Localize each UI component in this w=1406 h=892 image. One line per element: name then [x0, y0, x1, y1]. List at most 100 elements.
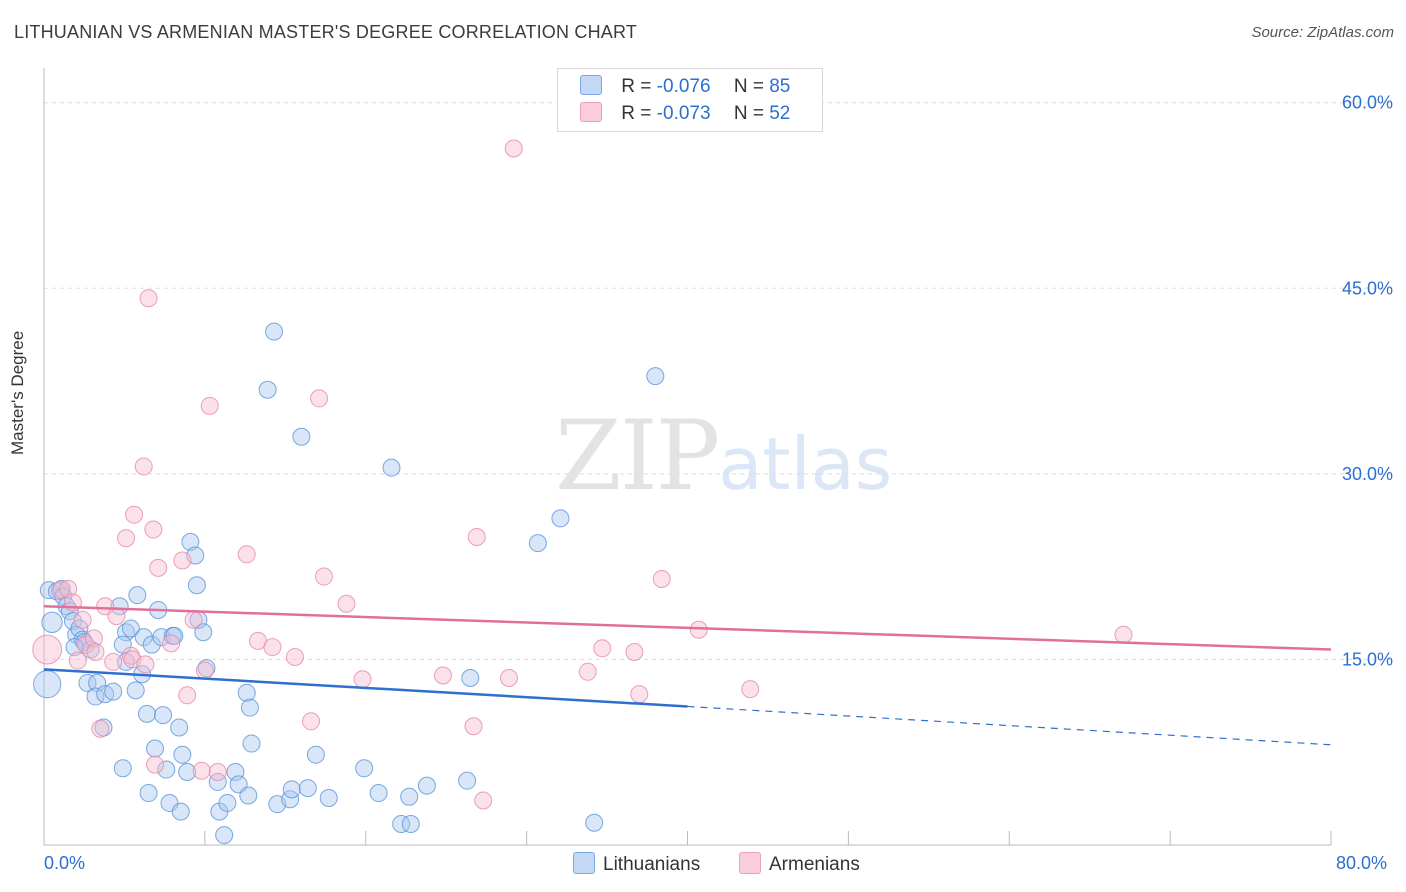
- y-tick-label: 15.0%: [1342, 649, 1393, 669]
- data-point: [81, 640, 100, 659]
- data-point: [239, 786, 258, 805]
- data-point: [314, 567, 333, 586]
- data-point: [181, 532, 200, 551]
- y-tick-label: 60.0%: [1342, 93, 1393, 113]
- n-label: N =: [733, 76, 764, 97]
- data-point: [137, 704, 156, 723]
- data-point: [593, 639, 612, 658]
- y-tick-label: 45.0%: [1342, 278, 1393, 298]
- data-point: [1114, 625, 1133, 644]
- lithuanians-trend-line: [43, 668, 688, 708]
- data-point: [353, 670, 372, 689]
- data-point: [107, 607, 126, 626]
- data-point: [578, 662, 597, 681]
- data-point: [306, 745, 325, 764]
- data-point: [146, 739, 165, 758]
- data-point: [173, 551, 192, 570]
- data-point: [218, 793, 237, 812]
- data-point: [136, 655, 155, 674]
- trend-lines: [43, 604, 1332, 746]
- r-label: R =: [621, 76, 652, 97]
- chart-title: LITHUANIAN VS ARMENIAN MASTER'S DEGREE C…: [14, 22, 638, 42]
- data-point: [144, 520, 163, 539]
- data-point: [184, 610, 203, 629]
- armenians-trend-line: [43, 604, 1332, 651]
- watermark-atlas: atlas: [718, 422, 893, 506]
- gridlines: [44, 102, 1392, 660]
- data-point: [200, 396, 219, 415]
- data-point: [125, 505, 144, 524]
- data-point: [282, 780, 301, 799]
- data-point: [117, 529, 136, 548]
- data-point: [258, 380, 277, 399]
- data-point: [240, 698, 259, 717]
- data-point: [461, 668, 480, 687]
- data-point: [149, 558, 168, 577]
- data-point: [41, 611, 63, 634]
- axes: [43, 68, 1332, 846]
- data-point: [474, 791, 493, 810]
- data-point: [689, 620, 708, 639]
- data-point: [146, 755, 165, 774]
- data-point: [625, 643, 644, 662]
- y-tick-label: 30.0%: [1342, 464, 1393, 484]
- x-tick-label-min: 0.0%: [44, 853, 86, 873]
- data-point: [178, 763, 197, 782]
- data-point: [392, 814, 411, 833]
- watermark-zip: ZIP: [555, 400, 720, 512]
- data-point: [585, 813, 604, 832]
- legend-item-lithuanians[interactable]: Lithuanians: [573, 852, 700, 876]
- data-point: [187, 576, 206, 595]
- legend-row-lithuanians: R = -0.076 N = 85: [580, 75, 790, 99]
- data-point: [369, 784, 388, 803]
- data-point: [194, 623, 213, 642]
- data-point: [170, 718, 189, 737]
- data-point: [78, 673, 97, 692]
- data-point: [157, 760, 176, 779]
- data-point: [237, 683, 256, 702]
- data-point: [298, 779, 317, 798]
- data-point: [741, 680, 760, 699]
- data-point: [96, 597, 115, 616]
- data-point: [162, 634, 181, 653]
- lithuanians-swatch: [580, 75, 602, 95]
- data-point: [73, 610, 92, 629]
- r-value: -0.073: [656, 103, 711, 124]
- data-point: [171, 802, 190, 821]
- r-label: R =: [621, 103, 652, 124]
- data-point: [208, 772, 227, 791]
- data-point: [195, 661, 214, 680]
- data-point: [382, 458, 401, 477]
- data-point: [139, 784, 158, 803]
- data-point: [319, 788, 338, 807]
- armenians-swatch: [580, 102, 602, 122]
- data-point: [84, 629, 103, 648]
- watermark: ZIPatlas: [555, 400, 892, 512]
- data-point: [499, 668, 518, 687]
- data-point: [134, 457, 153, 476]
- data-point: [126, 681, 145, 700]
- data-point: [139, 289, 158, 308]
- data-point: [91, 719, 110, 738]
- data-point: [292, 427, 311, 446]
- data-point: [504, 139, 523, 158]
- data-point: [337, 594, 356, 613]
- source-credit: Source: ZipAtlas.com: [1251, 24, 1394, 41]
- data-point: [142, 635, 161, 654]
- lithuanians-swatch: [573, 852, 595, 874]
- y-axis-title: Master's Degree: [8, 330, 27, 455]
- data-point: [265, 322, 284, 341]
- data-point: [652, 570, 671, 589]
- data-point: [86, 643, 105, 662]
- data-point: [528, 534, 547, 553]
- data-point: [400, 787, 419, 806]
- legend-item-armenians[interactable]: Armenians: [739, 852, 860, 876]
- data-point: [104, 682, 123, 701]
- armenians-points: [32, 139, 1133, 810]
- data-point: [173, 745, 192, 764]
- data-point: [467, 527, 486, 546]
- n-value: 52: [769, 103, 791, 124]
- data-point: [242, 734, 261, 753]
- data-point: [646, 367, 665, 386]
